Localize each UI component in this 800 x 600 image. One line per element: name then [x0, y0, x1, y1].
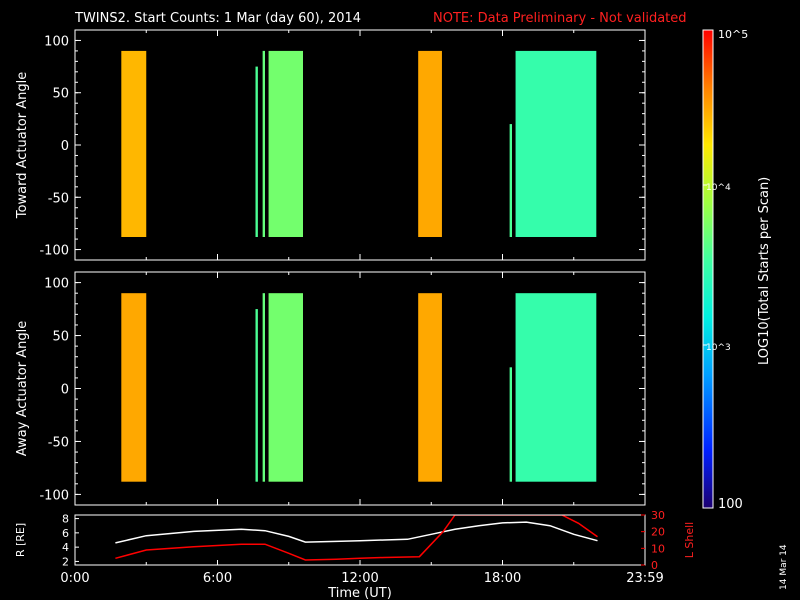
date-stamp: 14 Mar 14 [779, 544, 789, 590]
heatmap-block [121, 50, 147, 238]
y2-tick-label: 30 [651, 509, 665, 522]
colorbar-tick-1e4: 10^4 [706, 183, 731, 193]
heatmap-block [268, 293, 303, 482]
heatmap-block [418, 293, 442, 482]
heatmap-block [515, 293, 597, 482]
x-tick-label: 0:00 [60, 571, 89, 586]
x-tick-label: 6:00 [203, 571, 232, 586]
y-tick-label: -50 [48, 435, 69, 450]
y-axis-label: R [RE] [14, 523, 27, 557]
heatmap-block [268, 50, 303, 238]
y2-axis-label: L Shell [683, 522, 696, 558]
colorbar: 10^5 10^4 10^3 100 LOG10(Total Starts pe… [702, 28, 772, 512]
colorbar-tick-1e5: 10^5 [718, 28, 748, 41]
heatmap-block [262, 50, 265, 238]
colorbar-gradient [702, 29, 714, 509]
y2-tick-label: 20 [651, 526, 665, 539]
heatmap-block [255, 309, 258, 482]
heatmap-block [509, 367, 512, 482]
y-tick-label: -100 [39, 244, 69, 259]
x-tick-label: 18:00 [484, 571, 521, 586]
y-tick-label: 2 [62, 555, 69, 568]
lshell-line [115, 515, 598, 561]
y-axis-label: Toward Actuator Angle [15, 72, 30, 219]
y-tick-label: -50 [48, 191, 69, 206]
away-angle-panel: 100 50 0 -50 -100 Away Actuator Angle [15, 271, 646, 506]
radius-line [115, 521, 598, 544]
chart-title: TWINS2. Start Counts: 1 Mar (day 60), 20… [74, 11, 361, 26]
x-tick-label: 12:00 [341, 571, 378, 586]
y-tick-label: 4 [62, 541, 69, 554]
colorbar-tick-100: 100 [718, 497, 743, 512]
heatmap-block [418, 50, 442, 238]
preliminary-note: NOTE: Data Preliminary - Not validated [433, 11, 687, 26]
toward-angle-panel: 100 50 0 -50 -100 Toward Actuator Angle [15, 29, 646, 261]
heatmap-block [262, 293, 265, 482]
heatmap-block [121, 293, 147, 482]
heatmap-block [255, 66, 258, 237]
y-tick-label: 50 [52, 330, 69, 345]
y2-tick-label: 0 [651, 559, 658, 572]
heatmap-block [515, 50, 597, 238]
y-tick-label: 100 [44, 34, 69, 49]
y-tick-label: 0 [61, 139, 69, 154]
y-tick-label: -100 [39, 488, 69, 503]
x-tick-label: 23:59 [626, 571, 663, 586]
colorbar-label: LOG10(Total Starts per Scan) [757, 177, 772, 365]
y-tick-label: 6 [62, 527, 69, 540]
y2-tick-label: 10 [651, 542, 665, 555]
y-tick-label: 100 [44, 277, 69, 292]
heatmap-block [509, 124, 512, 237]
y-tick-label: 8 [62, 513, 69, 526]
colorbar-tick-1e3: 10^3 [706, 343, 731, 353]
x-axis-label: Time (UT) [327, 586, 392, 600]
y-axis-label: Away Actuator Angle [15, 321, 30, 456]
y-tick-label: 50 [52, 87, 69, 102]
y-tick-label: 0 [61, 383, 69, 398]
